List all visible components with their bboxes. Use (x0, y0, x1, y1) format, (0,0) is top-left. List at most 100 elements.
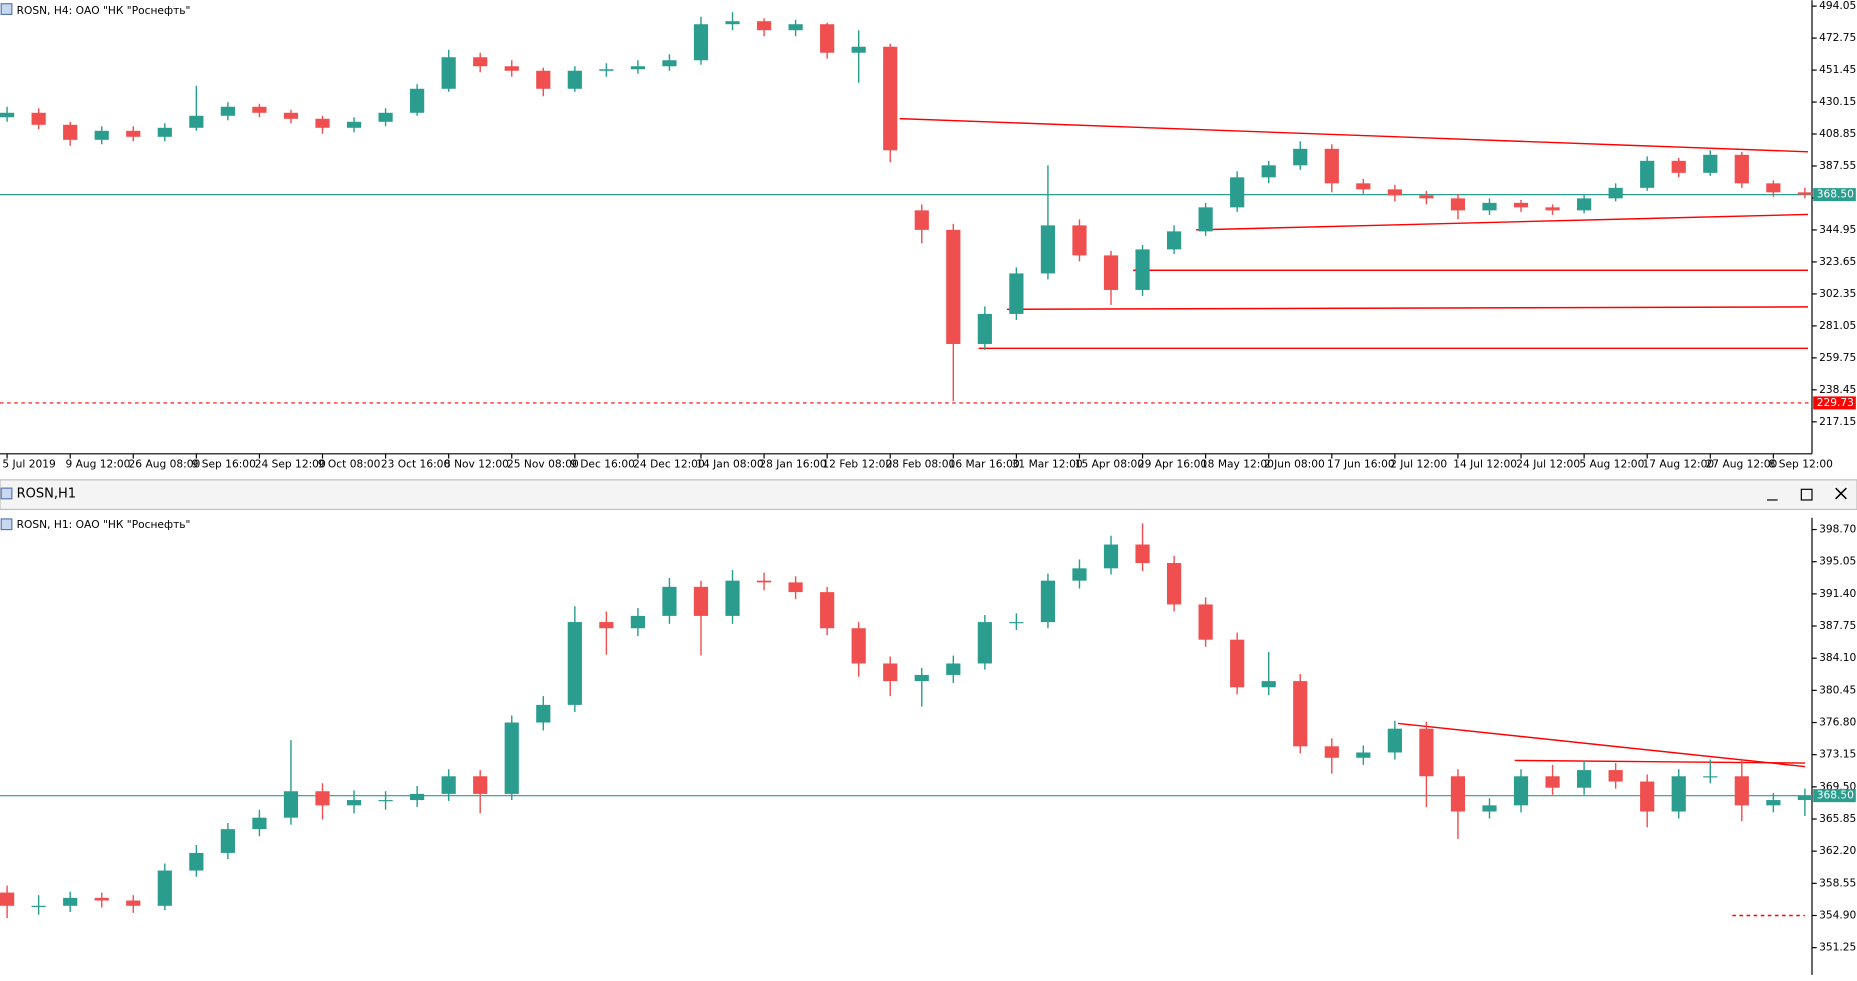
candle-body (1198, 207, 1213, 232)
y-tick-label: 358.55 (1819, 876, 1856, 889)
y-tick-label: 387.55 (1819, 159, 1856, 172)
candle-body (315, 118, 330, 128)
x-tick-label: 17 Aug 12:00 (1642, 457, 1714, 470)
x-tick-label: 15 Apr 08:00 (1075, 457, 1145, 470)
candle-body (1797, 192, 1812, 195)
candle-body (851, 628, 866, 664)
candle-body (1324, 746, 1339, 758)
candle-body (1482, 805, 1497, 812)
candle-body (1387, 189, 1402, 196)
candle-body (1640, 160, 1655, 188)
chart-icon (0, 3, 13, 15)
candle-body (851, 46, 866, 53)
y-tick-label: 451.45 (1819, 63, 1856, 76)
candle-body (914, 210, 929, 230)
x-tick-label: 29 Apr 16:00 (1138, 457, 1208, 470)
candle-body (1135, 249, 1150, 290)
price-label-box (1813, 396, 1856, 410)
trendline (1514, 759, 1805, 764)
y-tick-label: 494.05 (1819, 0, 1856, 12)
maximize-button[interactable] (1800, 488, 1813, 501)
y-tick-label: 384.10 (1819, 651, 1856, 664)
y-tick-label: 323.65 (1819, 255, 1856, 268)
chart-title: ROSN, H4: ОАО "НК "Роснефть" (17, 4, 191, 17)
candle-body (1356, 752, 1371, 758)
y-tick-label: 281.05 (1819, 319, 1856, 332)
candle-body (788, 24, 803, 31)
candle-body (378, 800, 393, 802)
candle-body (0, 892, 15, 906)
candle-body (94, 897, 109, 901)
candle-body (189, 115, 204, 128)
price-label: 368.50 (1817, 789, 1854, 802)
candle-body (693, 586, 709, 616)
candle-body (977, 313, 992, 344)
y-tick-label: 259.75 (1819, 351, 1856, 364)
candle-body (283, 112, 299, 119)
candle-body (1198, 604, 1213, 640)
candle-body (1766, 800, 1781, 806)
candle-body (567, 622, 582, 705)
candle-body (977, 622, 992, 664)
candle-body (1103, 544, 1119, 569)
candle-body (31, 112, 46, 125)
window-title-bar (0, 479, 1857, 511)
candle-body (662, 586, 677, 616)
y-tick-label: 472.75 (1819, 31, 1856, 44)
y-tick-label: 398.70 (1819, 523, 1856, 536)
y-tick-label: 395.05 (1819, 555, 1856, 568)
candle-body (1734, 154, 1749, 184)
x-tick-label: 26 Aug 08:00 (129, 457, 201, 470)
candle-body (315, 791, 330, 806)
candle-body (725, 580, 740, 616)
window-title: ROSN,H1 (17, 487, 77, 502)
x-tick-label: 31 Mar 12:00 (1012, 457, 1083, 470)
candle-body (946, 229, 961, 344)
x-tick-label: 9 Sep 16:00 (192, 457, 256, 470)
x-tick-label: 9 Oct 08:00 (318, 457, 381, 470)
x-tick-label: 9 Aug 12:00 (65, 457, 130, 470)
candle-body (504, 722, 519, 794)
candle-body (1513, 202, 1529, 208)
candle-body (441, 776, 456, 794)
x-tick-label: 2 Jun 08:00 (1264, 457, 1325, 470)
candle-body (1640, 781, 1655, 812)
x-tick-label: 28 Jan 16:00 (759, 457, 827, 470)
candle-body (630, 66, 646, 70)
candle-body (883, 46, 898, 151)
candle-body (1387, 728, 1402, 753)
candle-body (1671, 160, 1686, 173)
candle-body (536, 70, 551, 89)
x-tick-label: 18 May 12:00 (1201, 457, 1274, 470)
candle-body (946, 663, 961, 675)
candle-body (283, 791, 299, 818)
candle-body (1482, 202, 1497, 211)
x-tick-label: 23 Oct 16:00 (381, 457, 451, 470)
x-tick-label: 14 Jan 08:00 (696, 457, 764, 470)
candle-body (1040, 225, 1056, 274)
candle-body (1103, 255, 1119, 290)
y-tick-label: 365.85 (1819, 812, 1856, 825)
candle-body (599, 622, 614, 629)
x-tick-label: 17 Jun 16:00 (1327, 457, 1395, 470)
y-tick-label: 376.80 (1819, 716, 1856, 729)
x-tick-label: 9 Dec 16:00 (570, 457, 635, 470)
candle-body (1261, 681, 1276, 688)
y-tick-label: 344.95 (1819, 223, 1856, 236)
candle-body (693, 24, 709, 61)
x-tick-label: 5 Jul 2019 (2, 457, 56, 470)
candle-body (189, 852, 204, 871)
y-tick-label: 238.45 (1819, 383, 1856, 396)
y-tick-label: 351.25 (1819, 941, 1856, 954)
price-label-box (1813, 789, 1856, 803)
candle-body (1040, 580, 1056, 623)
candle-body (1734, 776, 1749, 806)
candle-body (1577, 198, 1592, 211)
close-button[interactable] (1835, 487, 1847, 500)
candle-body (1419, 728, 1434, 777)
candle-body (1072, 568, 1087, 581)
candle-body (378, 112, 393, 122)
y-tick-label: 380.45 (1819, 683, 1856, 696)
candle-body (1766, 183, 1781, 193)
